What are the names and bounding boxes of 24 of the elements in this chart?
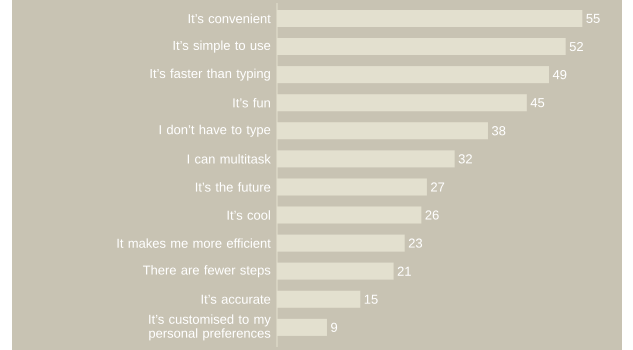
data-label: 9 (331, 322, 338, 332)
data-label: 27 (431, 182, 444, 192)
y-tick-label: It’s accurate (202, 294, 270, 304)
y-tick-label: It’s fun (233, 98, 270, 108)
data-label: 55 (586, 14, 600, 23)
y-tick-label: I don’t have to type (160, 124, 270, 137)
data-label: 21 (398, 266, 411, 276)
data-label: 45 (530, 98, 544, 108)
data-label: 52 (570, 42, 583, 52)
y-tick-label: It’s simple to use (174, 40, 270, 53)
data-label: 49 (552, 70, 566, 80)
y-tick-label: It’s the future (196, 182, 270, 192)
y-tick-label: There are fewer steps (142, 265, 270, 278)
data-label: 26 (426, 210, 439, 220)
y-tick-label: It’s customised to my personal preferences (149, 314, 271, 340)
y-tick-label: It makes me more efficient (117, 238, 271, 248)
data-label: 38 (492, 126, 506, 136)
y-tick-label: It’s convenient (188, 14, 271, 24)
data-label: 23 (408, 238, 422, 248)
y-tick-label: It’s faster than typing (150, 68, 270, 81)
data-label: 32 (458, 154, 472, 164)
y-tick-label: It’s cool (228, 210, 270, 220)
y-tick-label: I can multitask (188, 154, 271, 164)
data-label: 15 (364, 294, 378, 304)
